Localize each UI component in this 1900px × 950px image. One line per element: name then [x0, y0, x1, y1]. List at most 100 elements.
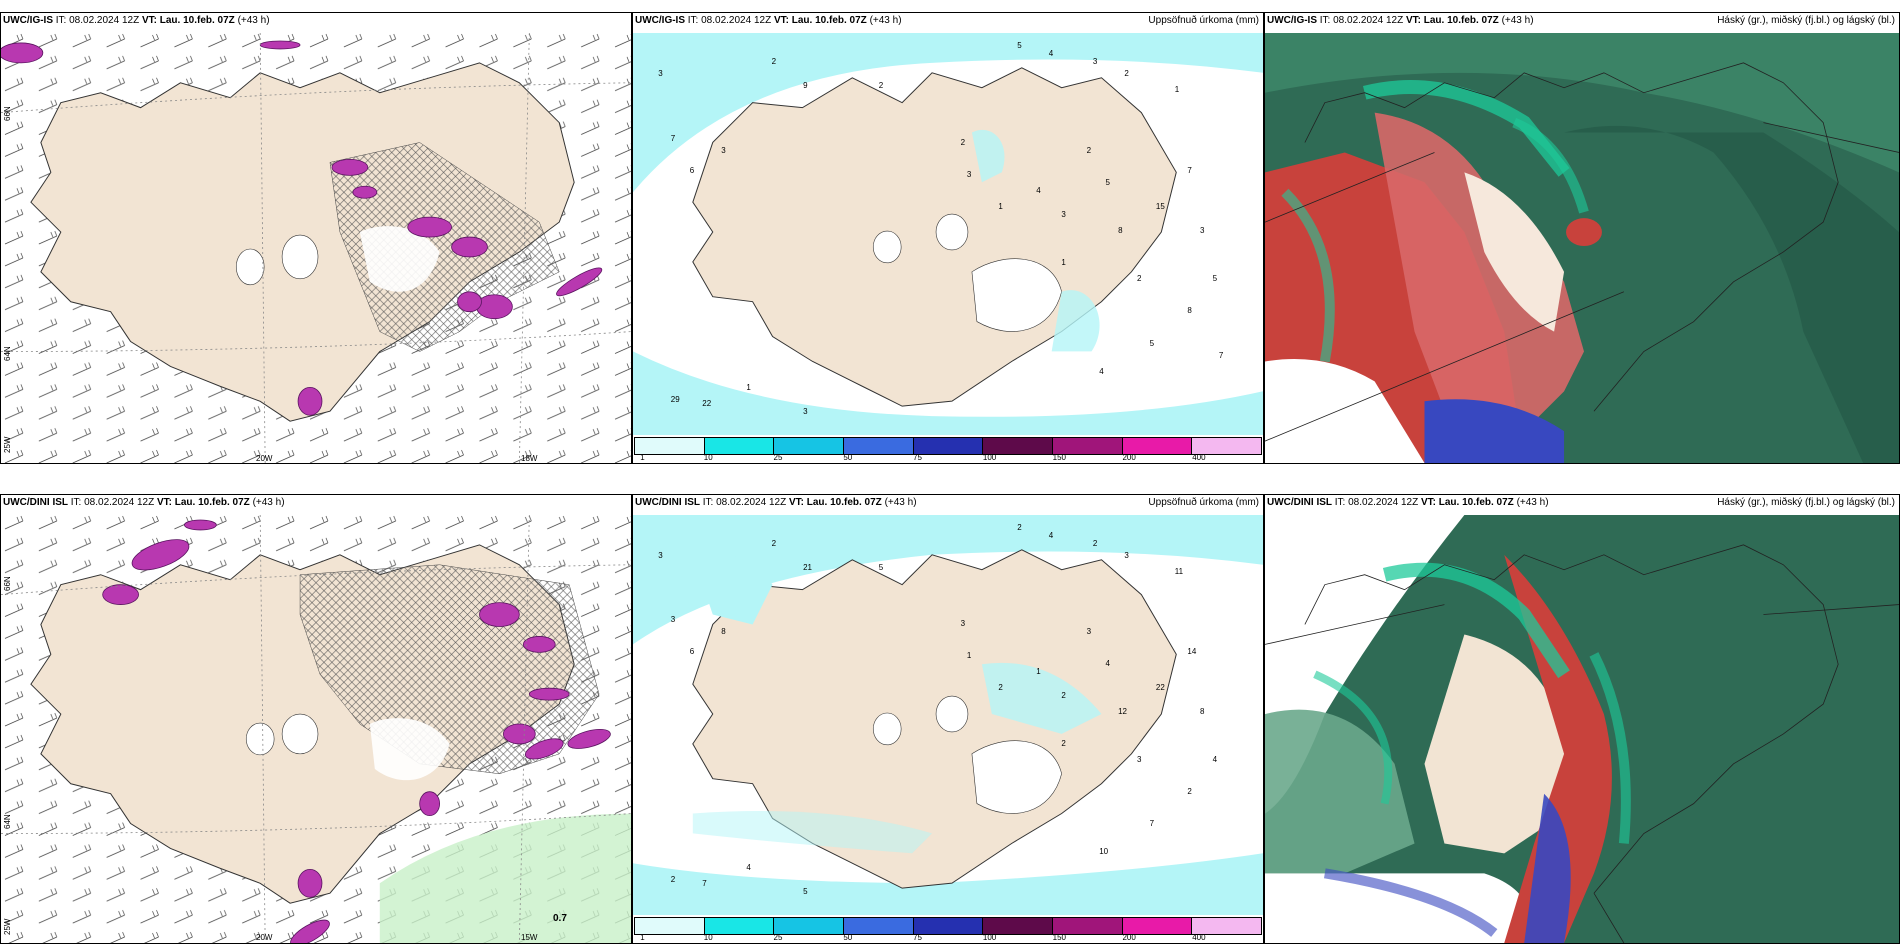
- panel-bottom-middle: UWC/DINI ISL IT: 08.02.2024 12Z VT: Lau.…: [632, 494, 1264, 944]
- panel-bottom-right: UWC/DINI ISL IT: 08.02.2024 12Z VT: Lau.…: [1264, 494, 1900, 944]
- iceland-land: [692, 549, 1177, 889]
- it-label: IT:: [55, 15, 67, 26]
- precip-amount-label: 22: [702, 398, 712, 408]
- precip-amount-label: 7: [1218, 350, 1224, 360]
- precip-amount-label: 4: [1099, 366, 1104, 376]
- precip-amount-label: 8: [1200, 707, 1205, 716]
- colorbar-cell: [704, 438, 775, 454]
- lead-time: (+43 h): [884, 497, 917, 508]
- colorbar-cell: [1192, 918, 1262, 934]
- panel-title: UWC/DINI ISL IT: 08.02.2024 12Z VT: Lau.…: [3, 496, 285, 510]
- panel-bottom-left: UWC/DINI ISL IT: 08.02.2024 12Z VT: Lau.…: [0, 494, 632, 944]
- colorbar-cell: [913, 438, 984, 454]
- panel-top-left: UWC/IG-IS IT: 08.02.2024 12Z VT: Lau. 10…: [0, 12, 632, 464]
- precip-amount-label: 2: [1061, 691, 1066, 700]
- lead-time: (+43 h): [1516, 497, 1549, 508]
- precip-amount-label: 4: [1048, 49, 1054, 59]
- vt-label: VT:: [1420, 497, 1436, 508]
- colorbar-ticks: 1 10 25 50 75 100 150 200 400: [634, 933, 1262, 943]
- vt-label: VT:: [788, 497, 804, 508]
- lon-label-25w: 25W: [3, 436, 12, 453]
- panel-title: UWC/IG-IS IT: 08.02.2024 12Z VT: Lau. 10…: [1267, 14, 1534, 28]
- colorbar-cell: [983, 918, 1054, 934]
- precip-amount-label: 2: [1092, 539, 1098, 548]
- precip-amount-label: 8: [1118, 225, 1123, 235]
- vt-label: VT:: [141, 15, 157, 26]
- precip-amount-label: 2: [1086, 145, 1092, 155]
- panel-title: UWC/DINI ISL IT: 08.02.2024 12Z VT: Lau.…: [1267, 496, 1549, 510]
- panel-right-title: Uppsöfnuð úrkoma (mm): [1148, 497, 1259, 508]
- precip-amount-label: 2: [670, 875, 676, 884]
- it-label: IT:: [1334, 497, 1346, 508]
- lat-label-66n: 66N: [3, 576, 12, 591]
- lead-time: (+43 h): [869, 15, 902, 26]
- precip-colorbar: 1 10 25 50 75 100 150 200 400: [633, 435, 1263, 463]
- colorbar-cells: [634, 917, 1262, 935]
- it-label: IT:: [702, 497, 714, 508]
- precip-amount-label: 2: [1017, 523, 1022, 532]
- colorbar-cell: [704, 918, 775, 934]
- colorbar-tick-label: 75: [913, 453, 923, 462]
- precip-amount-label: 12: [1118, 707, 1127, 716]
- precip-amount-label: 3: [1086, 627, 1092, 636]
- lat-label-64n: 64N: [3, 346, 12, 361]
- precip-amount-label: 15: [1155, 201, 1165, 211]
- precip-amount-label: 6: [689, 647, 695, 656]
- colorbar-tick-label: 1: [640, 453, 645, 462]
- precip-amount-label: 2: [998, 683, 1003, 692]
- precip-map: 3 2 9 2 5 4 3 2 1 7 6 3 2 3 1 4 3 2 5 8 15 7 3 5 2 1 29 22 1 3 4 5 8 7: [633, 33, 1263, 435]
- precip-colorbar: 1 10 25 50 75 100 150 200 400: [633, 915, 1263, 943]
- colorbar-cell: [635, 438, 705, 454]
- lead-time: (+43 h): [237, 15, 270, 26]
- precip-amount-label: 7: [1149, 819, 1155, 828]
- contour-value-label: 0.7: [553, 913, 567, 924]
- it-value: 08.02.2024 12Z: [1333, 15, 1404, 26]
- vt-label: VT:: [1405, 15, 1421, 26]
- lon-label-20w: 20W: [256, 454, 273, 463]
- precip-amount-label: 7: [702, 879, 707, 888]
- precip-amount-label: 7: [670, 133, 676, 143]
- precip-amount-label: 10: [1099, 847, 1109, 856]
- precip-amount-label: 5: [1149, 338, 1155, 348]
- precip-amount-label: 3: [966, 169, 972, 179]
- panel-title: UWC/IG-IS IT: 08.02.2024 12Z VT: Lau. 10…: [3, 14, 270, 28]
- vt-value: Lau. 10.feb. 07Z: [1423, 15, 1499, 26]
- colorbar-cell: [774, 918, 845, 934]
- colorbar-ticks: 1 10 25 50 75 100 150 200 400: [634, 453, 1262, 463]
- precip-amount-label: 1: [746, 382, 751, 392]
- colorbar-cell: [1122, 918, 1193, 934]
- colorbar-tick-label: 25: [773, 453, 783, 462]
- precip-amount-label: 3: [658, 551, 663, 560]
- precip-amount-label: 8: [1187, 306, 1192, 316]
- panel-right-title: Uppsöfnuð úrkoma (mm): [1148, 15, 1259, 26]
- model-name: UWC/IG-IS: [1267, 15, 1317, 26]
- colorbar-tick-label: 200: [1122, 453, 1136, 462]
- colorbar-cell: [844, 438, 914, 454]
- wind-precip-map: [1, 33, 631, 463]
- precip-amount-label: 5: [1105, 177, 1110, 187]
- precip-amount-label: 3: [670, 615, 676, 624]
- precip-amount-label: 22: [1155, 683, 1165, 692]
- colorbar-cell: [913, 918, 984, 934]
- colorbar-cell: [635, 918, 705, 934]
- colorbar-tick-label: 150: [1052, 453, 1067, 462]
- vt-value: Lau. 10.feb. 07Z: [159, 15, 235, 26]
- vt-label: VT:: [156, 497, 172, 508]
- precip-amount-label: 1: [1036, 667, 1041, 676]
- precip-amount-label: 4: [1036, 185, 1041, 195]
- precip-amount-label: 9: [803, 81, 808, 91]
- vt-label: VT:: [773, 15, 789, 26]
- precip-amount-label: 2: [878, 81, 884, 91]
- model-name: UWC/IG-IS: [635, 15, 685, 26]
- colorbar-tick-label: 1: [640, 933, 645, 942]
- cloud-cover-map: [1265, 515, 1899, 943]
- precip-amount-label: 3: [1200, 225, 1205, 235]
- it-value: 08.02.2024 12Z: [716, 497, 787, 508]
- precip-amount-label: 14: [1187, 647, 1197, 656]
- precip-amount-label: 2: [1124, 69, 1129, 79]
- precip-amount-label: 3: [960, 619, 966, 628]
- vt-value: Lau. 10.feb. 07Z: [1438, 497, 1514, 508]
- colorbar-tick-label: 100: [982, 933, 997, 942]
- it-label: IT:: [687, 15, 699, 26]
- colorbar-tick-label: 150: [1052, 933, 1067, 942]
